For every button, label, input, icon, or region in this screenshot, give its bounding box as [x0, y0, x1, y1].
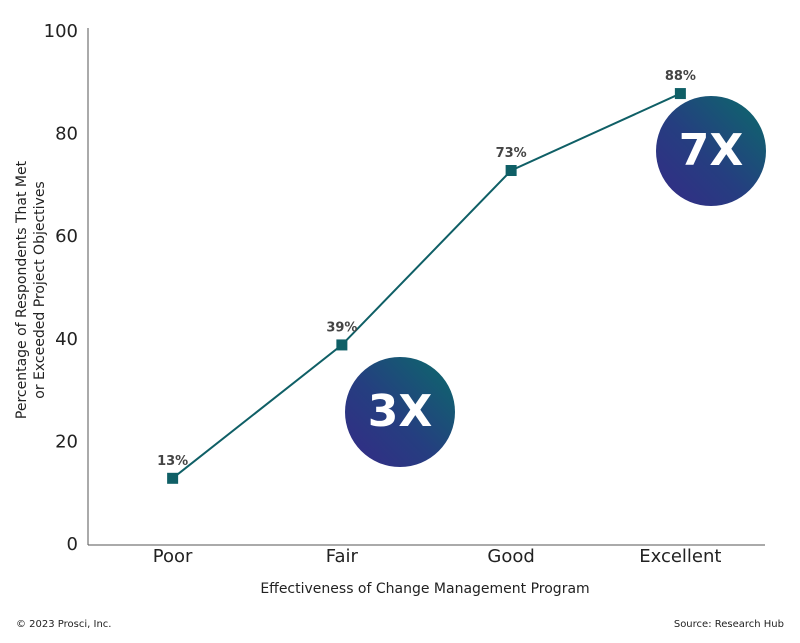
- data-label: 39%: [326, 320, 357, 335]
- x-tick-label: Poor: [153, 546, 193, 567]
- badge: [345, 357, 455, 467]
- y-tick-label: 0: [67, 534, 78, 555]
- marker: [674, 88, 686, 100]
- x-tick-label: Good: [487, 546, 534, 567]
- marker: [167, 472, 179, 484]
- source: Source: Research Hub: [674, 619, 784, 630]
- y-axis-label: Percentage of Respondents That Met: [14, 160, 30, 419]
- data-label: 73%: [496, 146, 527, 161]
- copyright: © 2023 Prosci, Inc.: [16, 619, 111, 630]
- y-tick-label: 20: [55, 431, 78, 452]
- y-tick-label: 80: [55, 124, 78, 145]
- badge-text: 7X: [679, 125, 744, 176]
- x-tick-label: Excellent: [639, 546, 721, 567]
- x-axis-label: Effectiveness of Change Management Progr…: [260, 581, 589, 597]
- y-tick-label: 60: [55, 226, 78, 247]
- marker: [336, 339, 348, 351]
- marker: [505, 165, 517, 177]
- data-label: 13%: [157, 454, 188, 469]
- badge: [656, 96, 766, 206]
- y-tick-label: 40: [55, 329, 78, 350]
- badge-text: 3X: [368, 386, 433, 437]
- y-tick-label: 100: [44, 21, 78, 42]
- data-label: 88%: [665, 69, 696, 84]
- y-axis-label: or Exceeded Project Objectives: [32, 181, 48, 398]
- line: [172, 92, 681, 480]
- x-tick-label: Fair: [326, 546, 359, 567]
